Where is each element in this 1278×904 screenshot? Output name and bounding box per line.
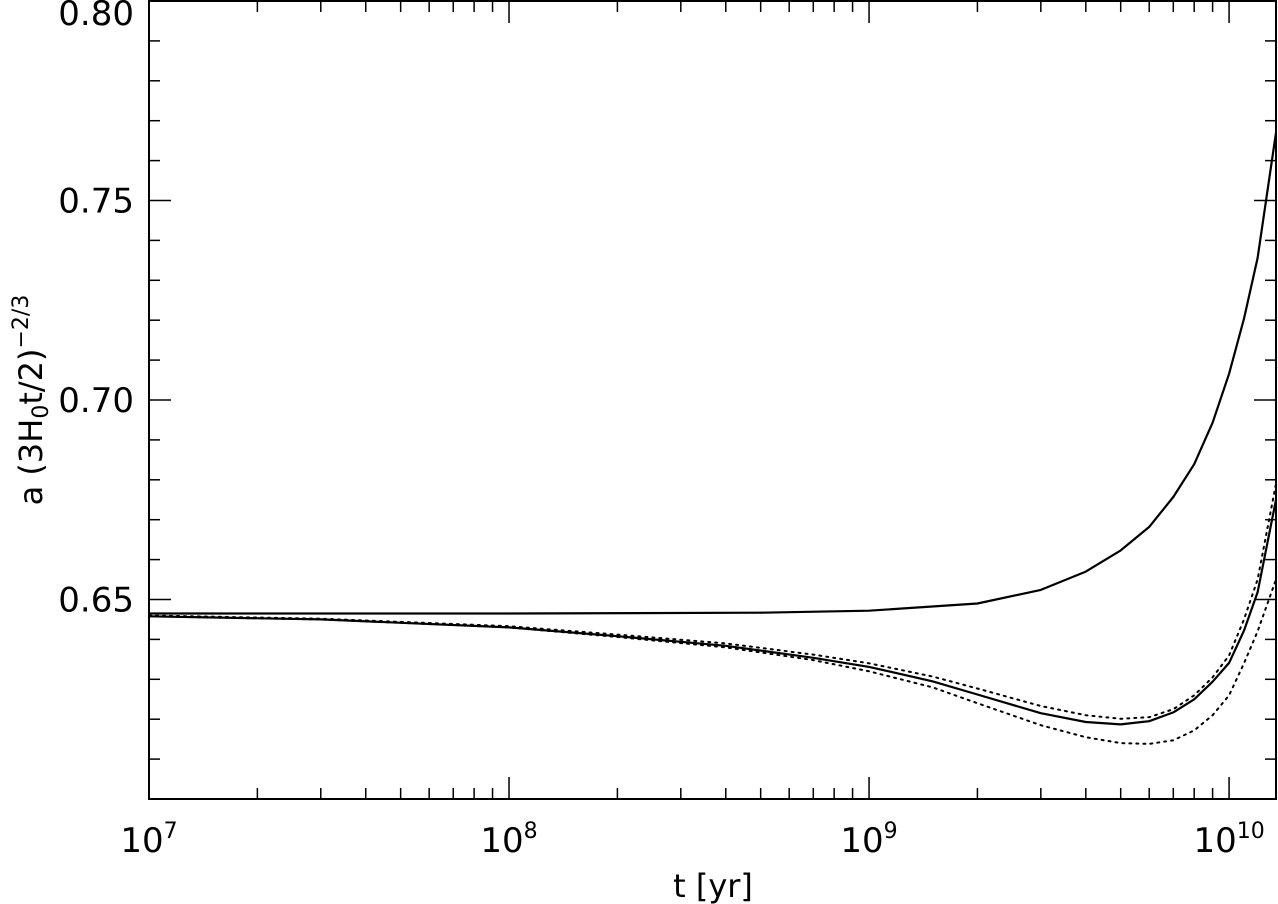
x-tick-label-base: 10 xyxy=(840,821,883,861)
x-tick-label-base: 10 xyxy=(120,821,163,861)
x-tick-label-exponent: 10 xyxy=(1237,819,1265,844)
y-tick-label: 0.70 xyxy=(58,381,134,421)
x-tick-label-base: 10 xyxy=(480,821,523,861)
y-axis-label-subscript: 0 xyxy=(29,405,54,419)
x-tick-label-exponent: 9 xyxy=(884,819,898,844)
y-tick-label: 0.75 xyxy=(58,182,134,222)
x-tick-label: 107 xyxy=(120,819,177,861)
x-tick-label-base: 10 xyxy=(1193,821,1236,861)
y-axis-label-superscript: −2/3 xyxy=(9,295,34,349)
x-tick-label: 108 xyxy=(480,819,537,861)
plot-series xyxy=(148,132,1278,745)
series-line-1 xyxy=(149,132,1278,615)
series-line-4 xyxy=(148,578,1277,745)
x-tick-label: 1010 xyxy=(1193,819,1264,861)
plot-frame xyxy=(148,0,1277,800)
x-tick-label: 109 xyxy=(840,819,897,861)
y-tick-label: 0.80 xyxy=(58,0,134,34)
x-axis-label: t [yr] xyxy=(673,867,753,904)
y-axis-label-mid: t/2) xyxy=(12,348,50,404)
y-axis-label-main: a (3H xyxy=(12,419,50,506)
series-line-2 xyxy=(148,499,1278,726)
x-tick-label-exponent: 7 xyxy=(164,819,178,844)
series-line-3 xyxy=(148,482,1277,720)
axis-ticks xyxy=(148,0,1276,800)
y-axis-label: a (3H0t/2)−2/3 xyxy=(9,295,54,506)
x-tick-label-exponent: 8 xyxy=(524,819,538,844)
y-tick-label: 0.65 xyxy=(58,581,134,621)
